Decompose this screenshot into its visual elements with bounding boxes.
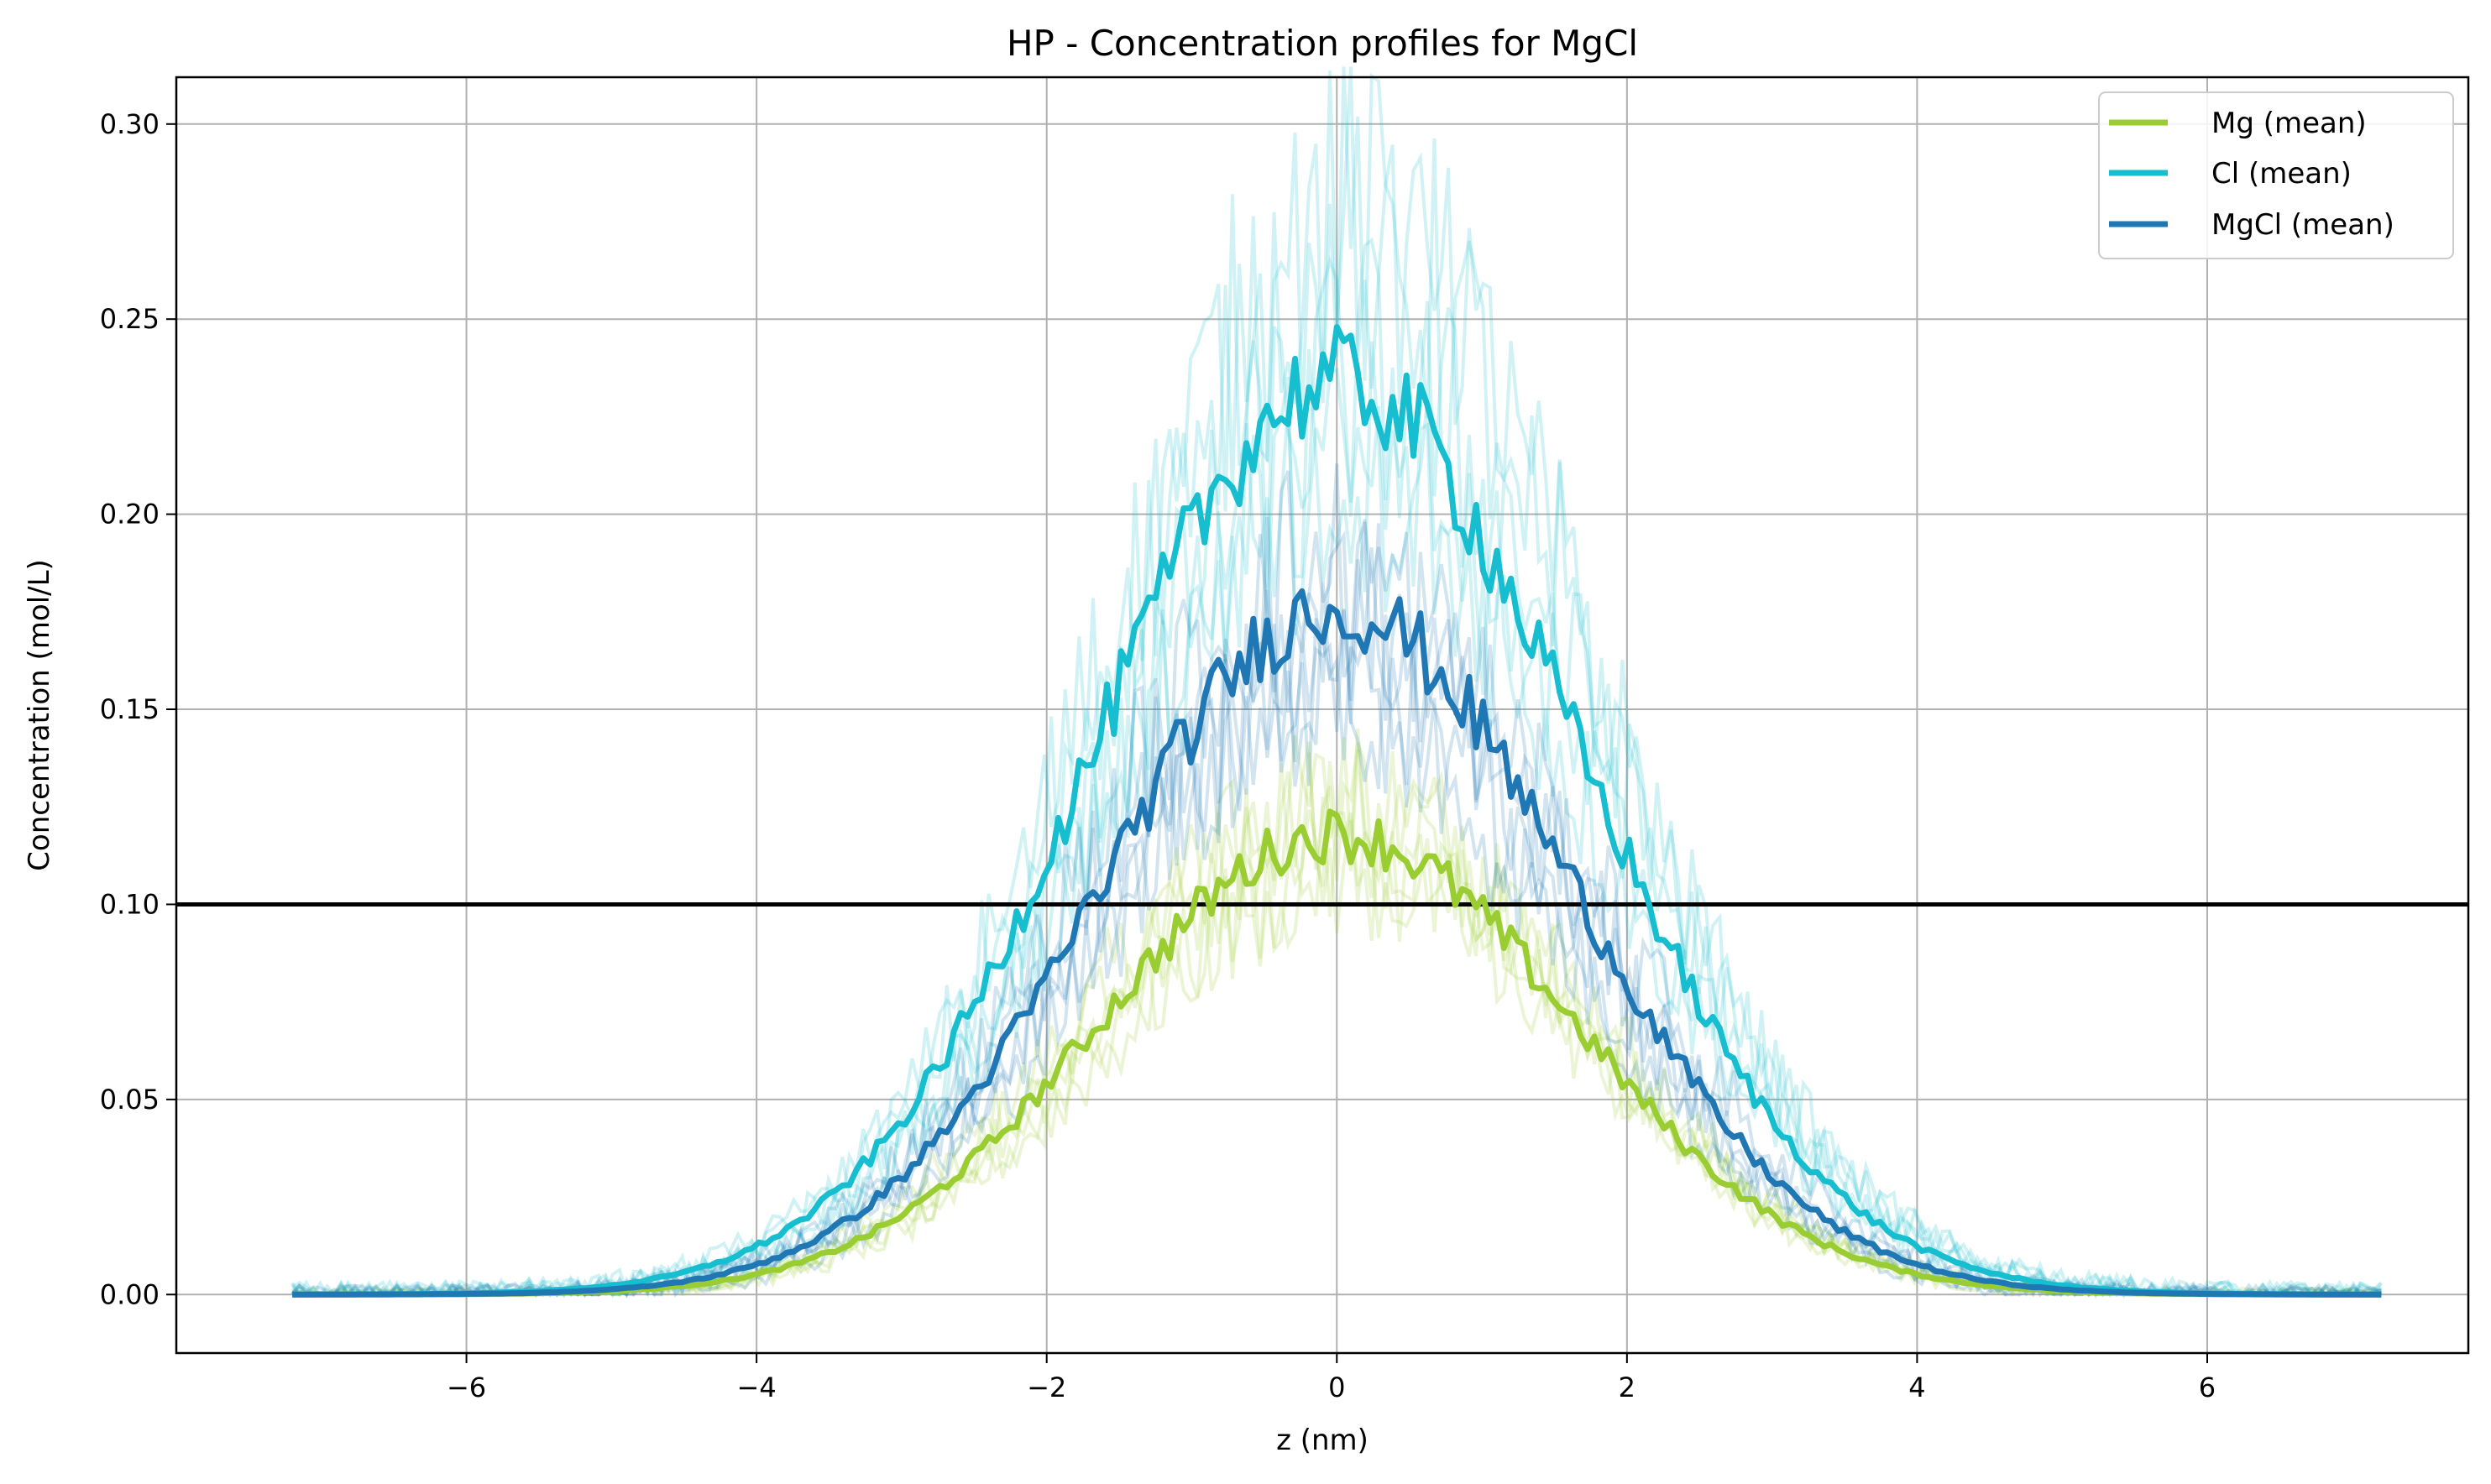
y-tick-label: 0.20 xyxy=(100,499,160,530)
legend-label-mg: Mg (mean) xyxy=(2211,107,2367,140)
y-tick-label: 0.05 xyxy=(100,1084,160,1116)
mean-line-mgcl xyxy=(292,588,2382,1298)
y-tick-label: 0.15 xyxy=(100,693,160,725)
y-axis-label: Concentration (mol/L) xyxy=(23,559,56,871)
legend-label-mgcl: MgCl (mean) xyxy=(2211,208,2394,242)
x-tick-label: −4 xyxy=(737,1372,777,1403)
x-axis-label: z (nm) xyxy=(1276,1424,1368,1457)
y-tick-label: 0.30 xyxy=(100,108,160,140)
legend: Mg (mean) Cl (mean) MgCl (mean) xyxy=(2098,91,2454,259)
x-tick-label: −6 xyxy=(447,1372,486,1403)
plot-frame xyxy=(175,76,2470,1355)
x-tick-label: 4 xyxy=(1908,1372,1925,1403)
x-tick-label: −2 xyxy=(1027,1372,1066,1403)
x-tick-label: 2 xyxy=(1619,1372,1635,1403)
y-tick-label: 0.00 xyxy=(100,1278,160,1310)
x-tick-label: 0 xyxy=(1328,1372,1345,1403)
legend-label-cl: Cl (mean) xyxy=(2211,157,2352,191)
x-tick-label: 6 xyxy=(2199,1372,2216,1403)
x-axis-ticks: −6 −4 −2 0 2 4 6 xyxy=(447,1353,2216,1403)
chart-title: HP - Concentration profiles for MgCl xyxy=(1007,23,1638,64)
mean-lines xyxy=(292,324,2382,1298)
y-tick-label: 0.25 xyxy=(100,303,160,335)
run-line xyxy=(290,66,2383,1300)
y-tick-label: 0.10 xyxy=(100,888,160,920)
y-axis-ticks: 0.00 0.05 0.10 0.15 0.20 0.25 0.30 xyxy=(100,108,176,1310)
mean-line-cl xyxy=(292,324,2382,1298)
legend-box xyxy=(2098,91,2454,259)
